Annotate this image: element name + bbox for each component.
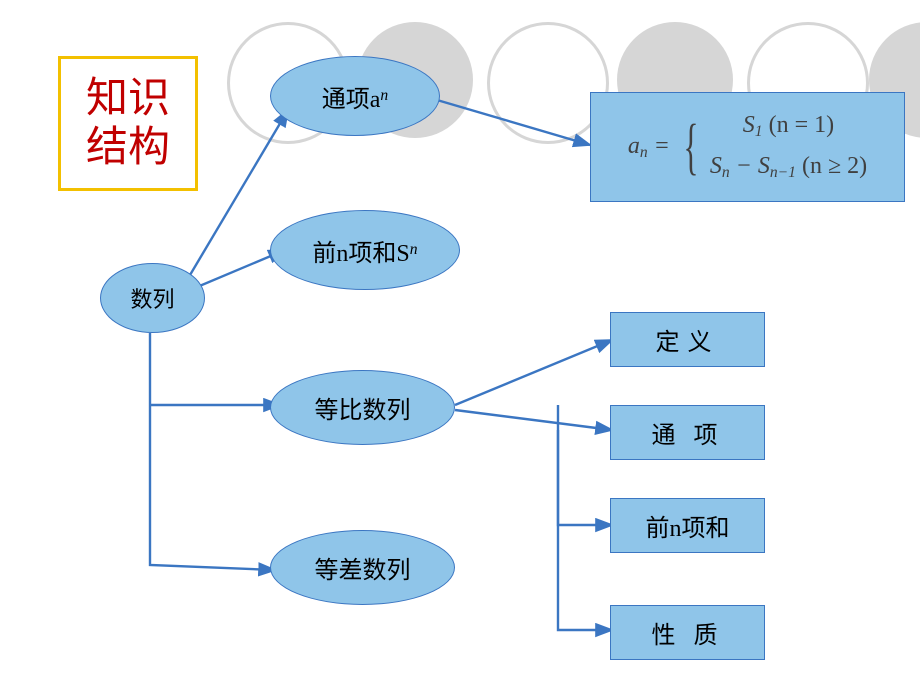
formula-box: an = { S1 (n = 1) Sn − Sn−1 (n ≥ 2): [590, 92, 905, 202]
diagram-stage: 知识结构数列 通项an 前n项和Sn 等比数列等差数列 定义通 项前n项和性 质 an =…: [0, 0, 920, 690]
node-sumn: 前n项和: [610, 498, 765, 553]
node-tongxiang: 通项an: [270, 56, 440, 136]
title-line1: 知识: [86, 75, 170, 123]
title-box: 知识结构: [58, 56, 198, 191]
node-arith: 等差数列: [270, 530, 455, 605]
node-prop: 性 质: [610, 605, 765, 660]
node-def: 定义: [610, 312, 765, 367]
brace-icon: {: [683, 111, 698, 183]
node-root: 数列: [100, 263, 205, 333]
formula-cases: S1 (n = 1) Sn − Sn−1 (n ≥ 2): [710, 112, 867, 182]
node-geom: 等比数列: [270, 370, 455, 445]
node-term: 通 项: [610, 405, 765, 460]
formula-lhs: an =: [628, 133, 670, 162]
formula-case2: Sn − Sn−1 (n ≥ 2): [710, 153, 867, 182]
node-qnx: 前n项和Sn: [270, 210, 460, 290]
title-line2: 结构: [86, 124, 170, 172]
formula-case1: S1 (n = 1): [710, 112, 867, 141]
